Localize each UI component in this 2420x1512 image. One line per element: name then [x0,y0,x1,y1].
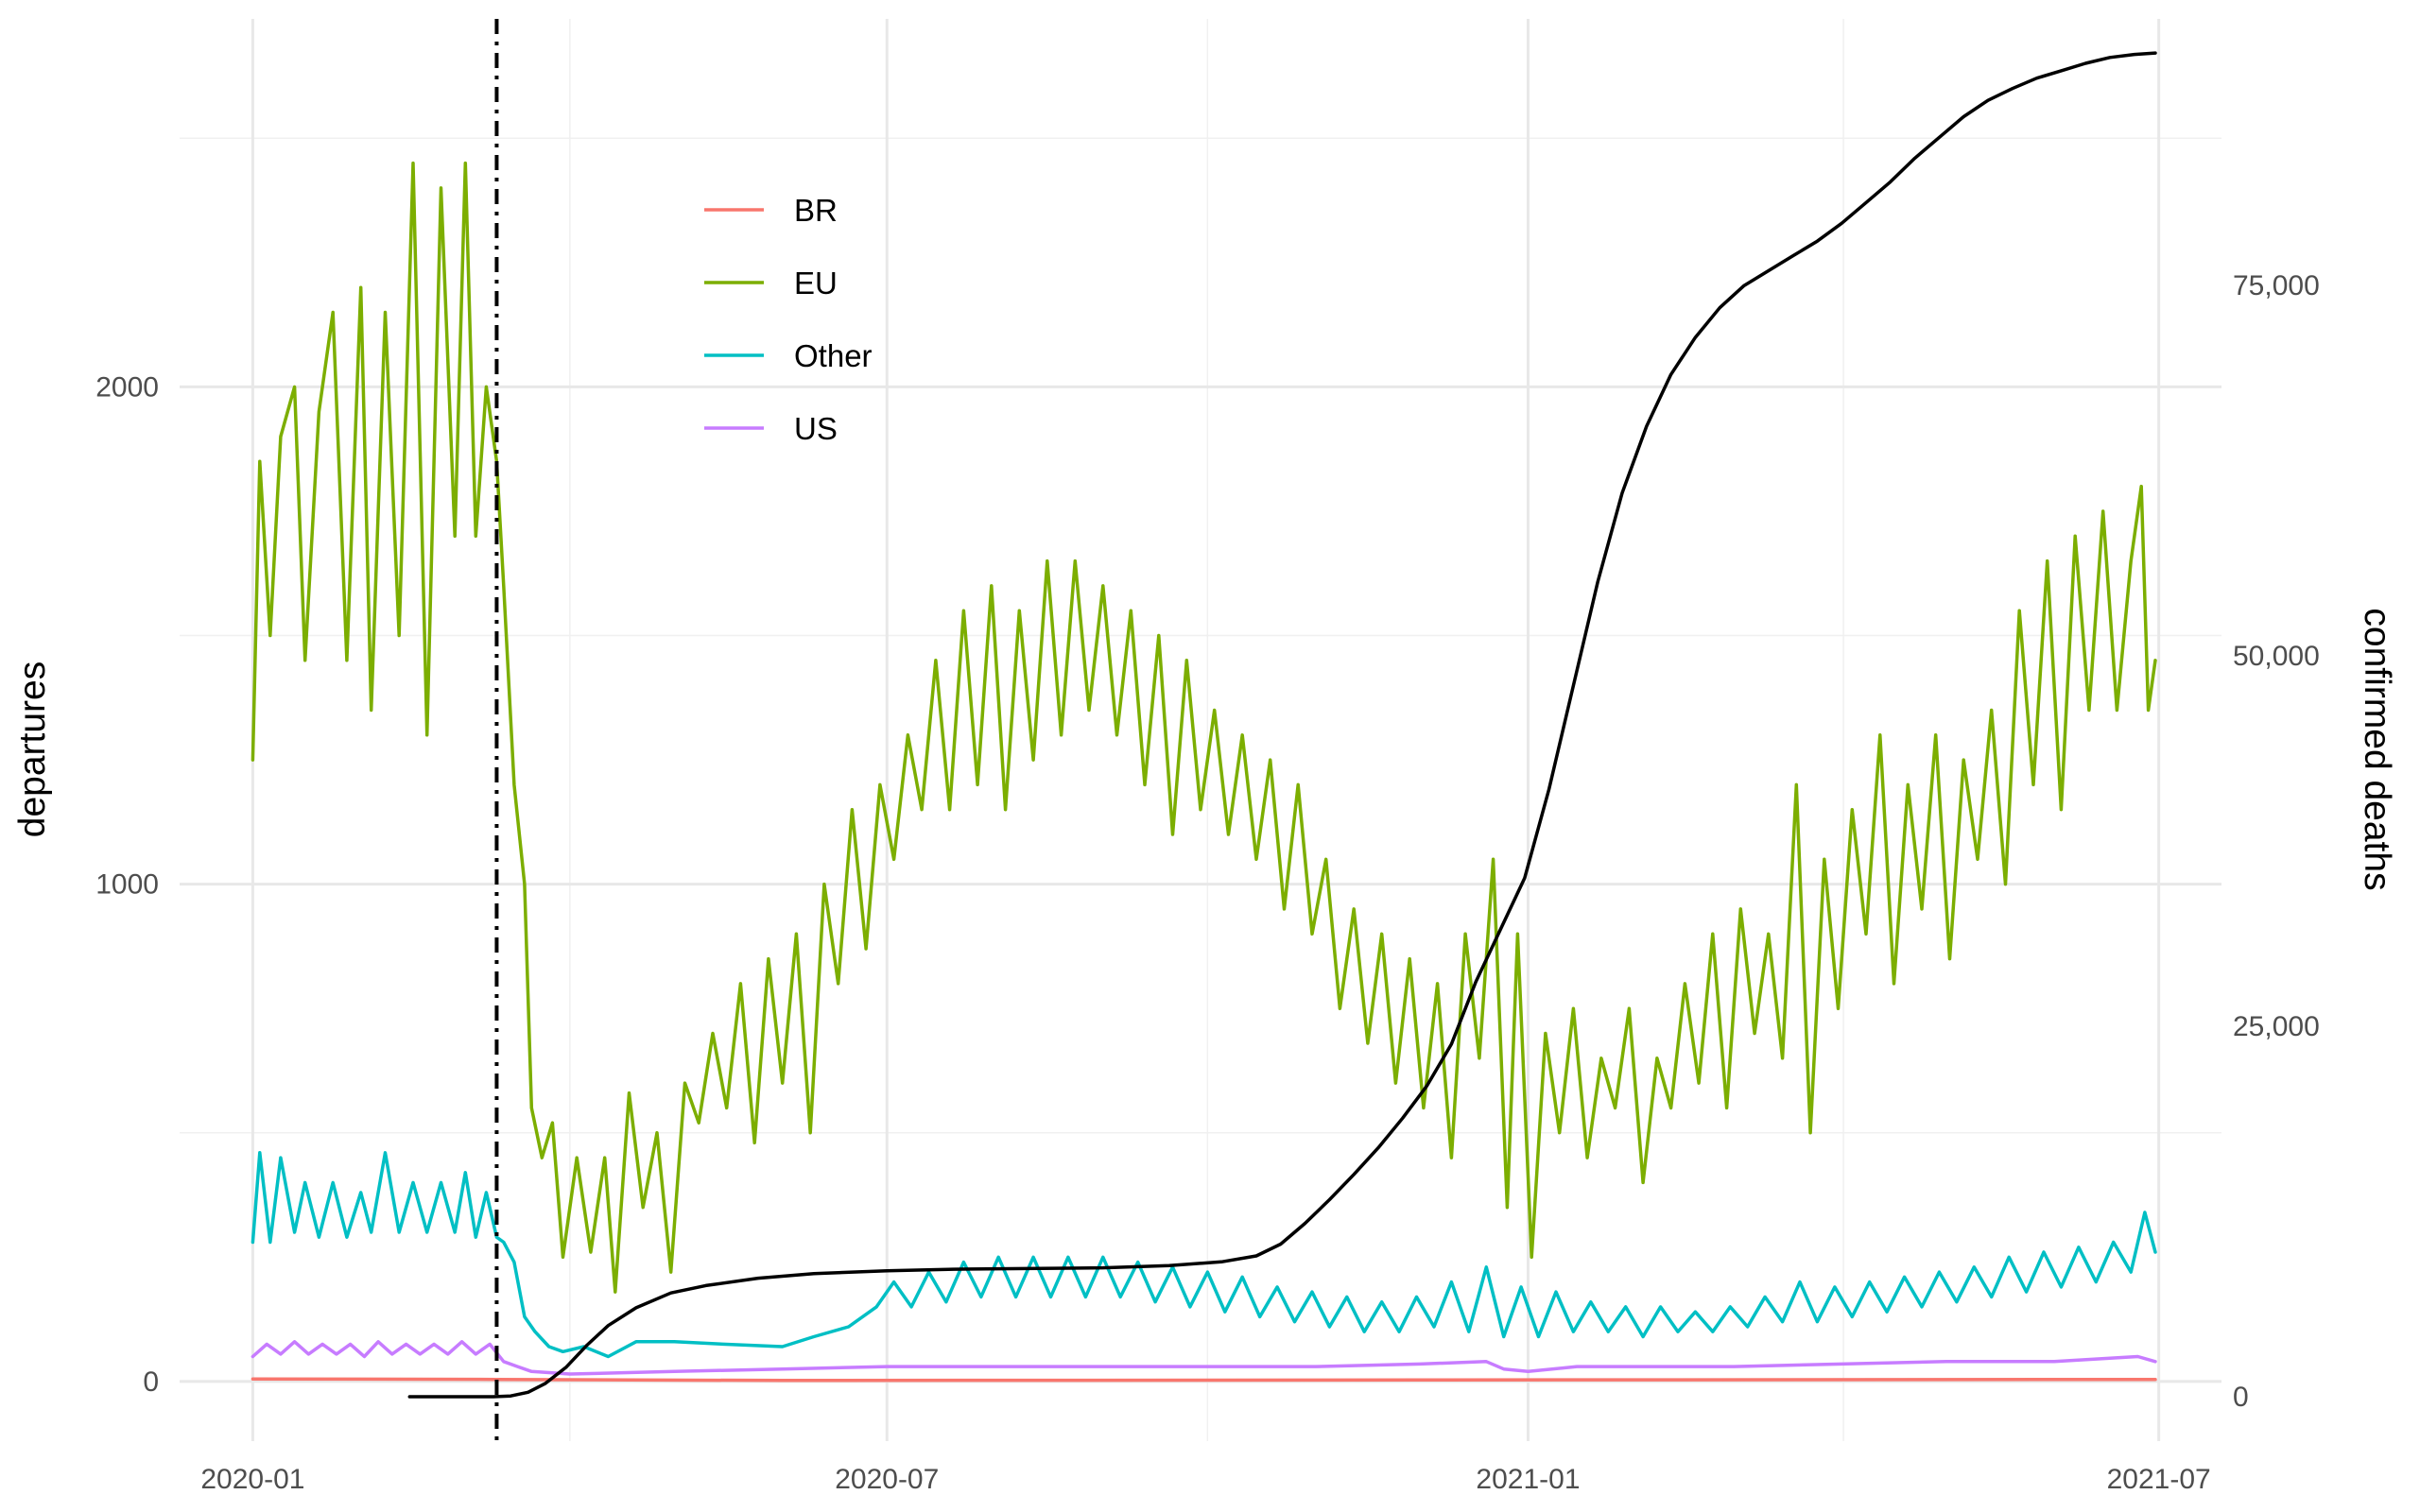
y-tick-label: 2000 [95,371,159,403]
legend-label-br: BR [794,193,838,228]
x-tick-label: 2021-01 [1476,1464,1580,1495]
legend-label-us: US [794,411,838,446]
x-tick-label: 2021-07 [2107,1464,2211,1495]
legend-label-eu: EU [794,266,838,301]
legend-label-other: Other [794,338,873,373]
y2-tick-label: 50,000 [2233,641,2320,672]
y2-axis-title: confirmed deaths [2357,608,2397,890]
y2-tick-label: 75,000 [2233,270,2320,301]
series-line-other [251,1151,2157,1359]
y-tick-label: 1000 [95,869,159,901]
y-axis-title: departures [12,662,53,837]
y2-tick-label: 0 [2233,1382,2249,1413]
x-tick-label: 2020-07 [835,1464,939,1495]
series-line-confirmed-deaths [407,51,2157,1399]
y-tick-label: 0 [143,1366,159,1398]
series-line-br [251,1377,2157,1383]
series-line-eu [251,161,2157,1294]
y2-tick-label: 25,000 [2233,1011,2320,1042]
series-line-us [251,1340,2157,1376]
x-tick-label: 2020-01 [200,1464,304,1495]
